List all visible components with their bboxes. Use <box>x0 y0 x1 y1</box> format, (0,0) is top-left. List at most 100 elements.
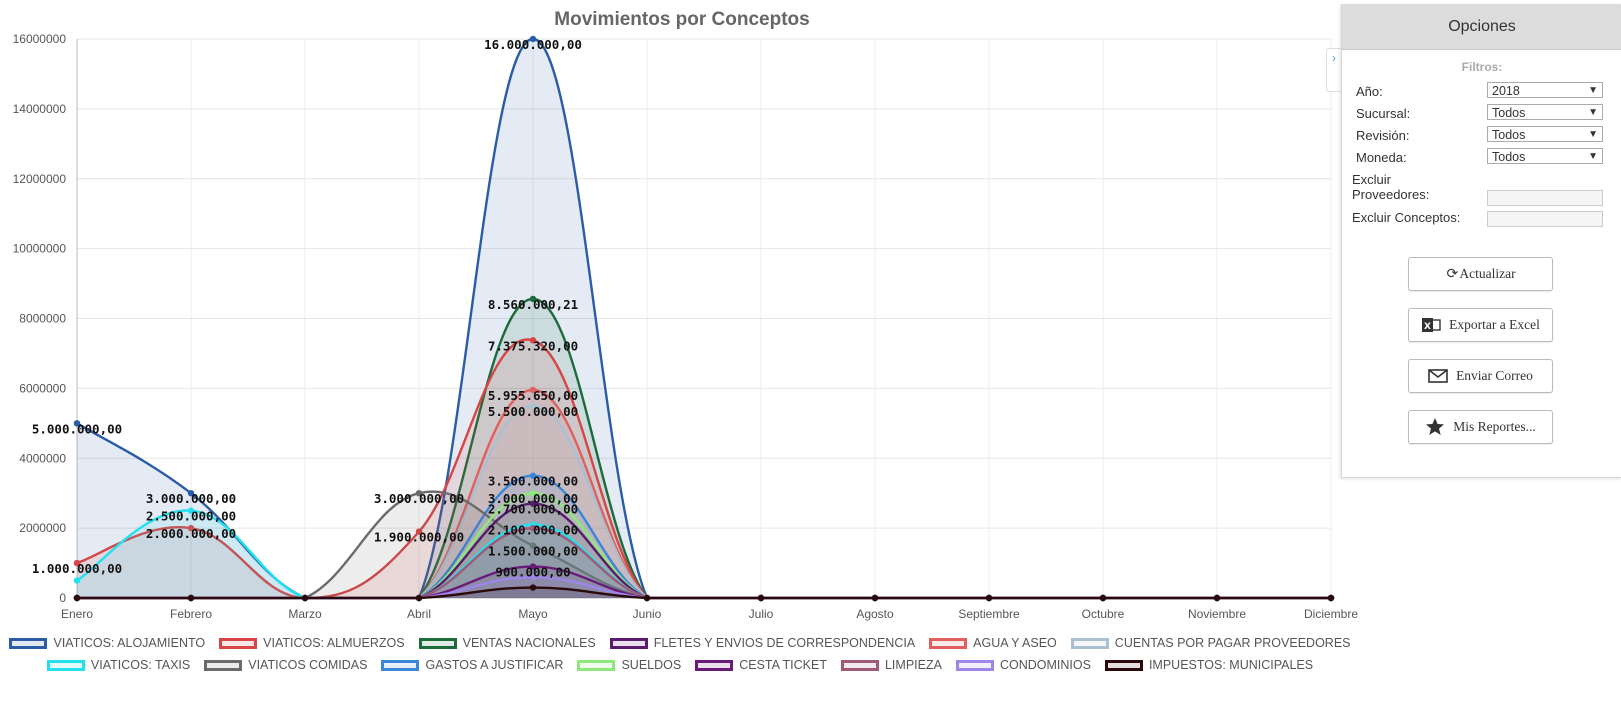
data-point <box>529 402 537 410</box>
refresh-icon: ⟳ <box>1446 266 1459 282</box>
y-tick-label: 8000000 <box>19 312 66 326</box>
x-tick-label: Abril <box>407 607 431 621</box>
x-tick-label: Diciembre <box>1304 607 1358 621</box>
legend-item[interactable]: CESTA TICKET <box>695 658 827 672</box>
legend-label: VENTAS NACIONALES <box>462 636 596 650</box>
currency-label: Moneda: <box>1356 150 1407 165</box>
y-tick-label: 4000000 <box>19 451 66 465</box>
data-point <box>871 594 879 602</box>
series-area <box>77 339 1331 598</box>
legend-swatch <box>929 637 968 649</box>
data-point <box>529 573 537 581</box>
my-reports-button[interactable]: Mis Reportes... <box>1408 410 1553 444</box>
legend-item[interactable]: FLETES Y ENVIOS DE CORRESPONDENCIA <box>609 636 916 650</box>
currency-select[interactable]: Todos ▼ <box>1487 148 1603 164</box>
y-tick-label: 16000000 <box>13 32 67 46</box>
data-point <box>529 386 537 394</box>
data-label: 5.000.000,00 <box>32 421 122 436</box>
data-point <box>757 594 765 602</box>
data-label: 5.955.650,00 <box>488 388 578 403</box>
legend-label: FLETES Y ENVIOS DE CORRESPONDENCIA <box>653 636 916 650</box>
update-button[interactable]: ⟳ Actualizar <box>1408 257 1553 291</box>
chart: Movimientos por Conceptos 0 2000000 4000000… <box>13 9 1359 621</box>
x-tick-label: Enero <box>61 607 93 621</box>
y-tick-label: 14000000 <box>13 102 67 116</box>
data-point <box>529 500 537 507</box>
series-area <box>77 39 1331 598</box>
legend-item[interactable]: CUENTAS POR PAGAR PROVEEDORES <box>1070 636 1351 650</box>
legend-item[interactable]: VIATICOS COMIDAS <box>204 658 367 672</box>
data-point <box>415 489 423 497</box>
data-point <box>187 594 195 602</box>
legend-item[interactable]: LIMPIEZA <box>840 658 942 672</box>
data-point <box>415 594 423 602</box>
x-tick-label: Julio <box>749 607 774 621</box>
send-mail-button[interactable]: Enviar Correo <box>1408 359 1553 393</box>
legend-item[interactable]: VIATICOS: TAXIS <box>46 658 190 672</box>
legend-swatch <box>204 659 243 671</box>
revision-select[interactable]: Todos ▼ <box>1487 126 1603 142</box>
legend-swatch <box>46 659 85 671</box>
series <box>73 584 1335 602</box>
legend-swatch <box>1070 637 1109 649</box>
dropdown-arrow-icon: ▼ <box>1588 129 1598 140</box>
legend-item[interactable]: AGUA Y ASEO <box>929 636 1057 650</box>
data-point <box>187 507 195 514</box>
exclude-suppliers-label: Excluir Proveedores: <box>1352 172 1430 202</box>
legend-swatch <box>9 637 48 649</box>
year-select[interactable]: 2018 ▼ <box>1487 82 1603 98</box>
series-line <box>77 586 1331 600</box>
branch-select[interactable]: Todos ▼ <box>1487 104 1603 120</box>
options-panel: Opciones Filtros: Año: 2018 ▼ Sucursal: T… <box>1341 4 1621 478</box>
panel-title: Opciones <box>1342 4 1621 50</box>
data-label: 2.700.000,00 <box>488 502 578 517</box>
panel-collapse-tab[interactable]: › <box>1326 48 1341 92</box>
legend-swatch <box>577 659 616 671</box>
legend-row: VIATICOS: ALOJAMIENTO VIATICOS: ALMUERZOS… <box>0 632 1360 654</box>
exclude-concepts-label: Excluir Conceptos: <box>1352 210 1461 225</box>
legend-item[interactable]: GASTOS A JUSTIFICAR <box>381 658 563 672</box>
data-label: 5.500.000,00 <box>488 404 578 419</box>
data-point <box>529 337 537 344</box>
legend-item[interactable]: CONDOMINIOS <box>955 658 1091 672</box>
data-label: 3.500.000,00 <box>488 474 578 489</box>
series-area <box>77 491 1331 598</box>
y-tick-label: 2000000 <box>19 521 66 535</box>
x-tick-label: Marzo <box>288 607 322 621</box>
data-point <box>187 524 195 532</box>
legend-item[interactable]: IMPUESTOS: MUNICIPALES <box>1104 658 1313 672</box>
exclude-concepts-input[interactable] <box>1487 211 1603 227</box>
legend-item[interactable]: SUELDOS <box>577 658 681 672</box>
legend-item[interactable]: VIATICOS: ALOJAMIENTO <box>9 636 205 650</box>
svg-text:X: X <box>1424 322 1431 332</box>
y-tick-label: 0 <box>59 591 66 605</box>
x-tick-label: Mayo <box>518 607 548 621</box>
x-tick-label: Junio <box>633 607 662 621</box>
series-area <box>77 510 1331 598</box>
filters-heading: Filtros: <box>1461 60 1503 74</box>
excel-icon: X <box>1421 315 1441 335</box>
legend-item[interactable]: VENTAS NACIONALES <box>418 636 596 650</box>
data-point <box>529 563 537 570</box>
legend-label: SUELDOS <box>621 658 682 672</box>
legend-swatch <box>1104 659 1143 671</box>
mail-icon <box>1428 366 1448 386</box>
data-label: 2.500.000,00 <box>146 509 236 524</box>
export-excel-button[interactable]: X Exportar a Excel <box>1408 308 1553 342</box>
legend-label: AGUA Y ASEO <box>973 636 1057 650</box>
data-point <box>985 594 993 602</box>
legend-label: VIATICOS COMIDAS <box>248 658 368 672</box>
data-point <box>643 594 651 602</box>
legend-item[interactable]: VIATICOS: ALMUERZOS <box>219 636 405 650</box>
dropdown-arrow-icon: ▼ <box>1588 107 1598 118</box>
legend-swatch <box>219 637 258 649</box>
exclude-suppliers-input[interactable] <box>1487 190 1603 206</box>
data-point <box>529 489 537 497</box>
legend-label: VIATICOS: ALOJAMIENTO <box>53 636 206 650</box>
data-label: 1.900.000,00 <box>374 530 464 545</box>
legend-label: VIATICOS: ALMUERZOS <box>263 636 405 650</box>
data-point <box>1213 594 1221 602</box>
x-tick-label: Noviembre <box>1188 607 1246 621</box>
data-point <box>529 295 537 303</box>
y-tick-label: 6000000 <box>19 381 66 395</box>
